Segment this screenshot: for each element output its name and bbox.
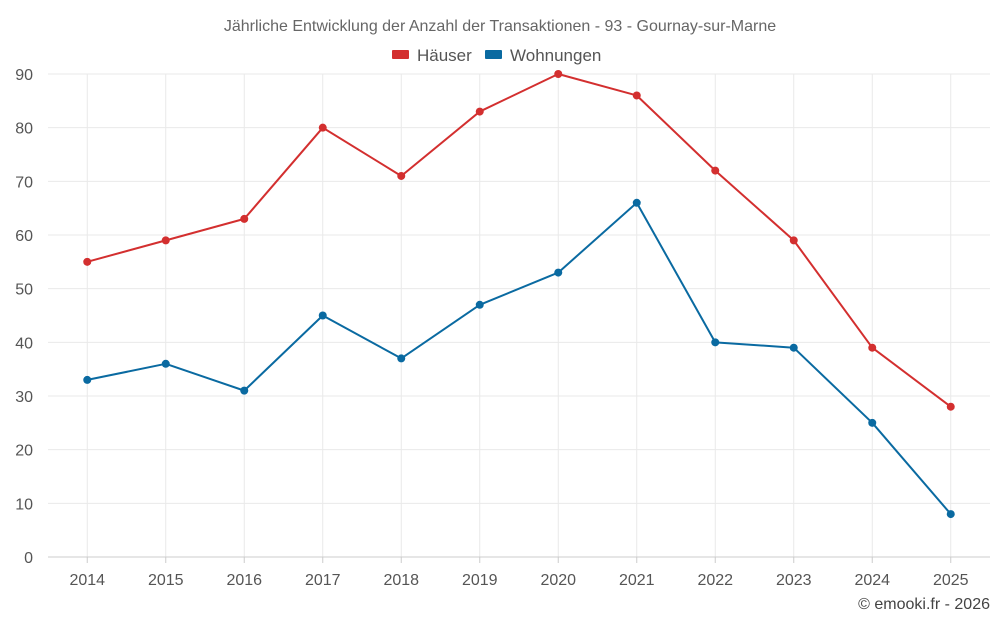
y-tick-label: 20 <box>15 443 33 460</box>
data-point-wohnungen[interactable] <box>475 300 484 309</box>
data-point-wohnungen[interactable] <box>946 510 955 519</box>
data-point-haeuser[interactable] <box>240 214 249 223</box>
data-point-haeuser[interactable] <box>318 123 327 132</box>
data-point-haeuser[interactable] <box>475 107 484 116</box>
data-point-wohnungen[interactable] <box>161 359 170 368</box>
data-point-wohnungen[interactable] <box>554 268 563 277</box>
x-tick-label: 2021 <box>619 572 655 589</box>
data-point-wohnungen[interactable] <box>789 343 798 352</box>
data-point-haeuser[interactable] <box>83 257 92 266</box>
credit-text: © emooki.fr - 2026 <box>858 596 990 613</box>
data-point-wohnungen[interactable] <box>711 338 720 347</box>
y-tick-label: 80 <box>15 121 33 138</box>
legend-label-haeuser[interactable]: Häuser <box>417 46 472 65</box>
x-tick-label: 2016 <box>226 572 262 589</box>
data-point-wohnungen[interactable] <box>240 386 249 395</box>
y-tick-label: 70 <box>15 174 33 191</box>
x-tick-label: 2025 <box>933 572 969 589</box>
data-point-haeuser[interactable] <box>632 91 641 100</box>
series-line-wohnungen <box>87 201 952 515</box>
data-point-haeuser[interactable] <box>554 70 563 78</box>
data-point-haeuser[interactable] <box>161 236 170 245</box>
data-point-haeuser[interactable] <box>789 236 798 245</box>
series-layer <box>83 70 955 519</box>
y-tick-label: 40 <box>15 335 33 352</box>
x-tick-label: 2023 <box>776 572 812 589</box>
series-line-haeuser <box>86 73 952 408</box>
x-tick-label: 2015 <box>148 572 184 589</box>
y-tick-label: 60 <box>15 228 33 245</box>
data-point-haeuser[interactable] <box>397 171 406 180</box>
legend-swatch-haeuser <box>392 50 409 59</box>
data-point-wohnungen[interactable] <box>83 375 92 384</box>
y-tick-label: 0 <box>24 550 33 567</box>
data-point-haeuser[interactable] <box>711 166 720 175</box>
legend-swatch-wohnungen <box>485 50 502 59</box>
data-point-wohnungen[interactable] <box>632 198 641 207</box>
data-point-wohnungen[interactable] <box>868 418 877 427</box>
y-tick-label: 90 <box>15 67 33 84</box>
x-tick-label: 2014 <box>69 572 105 589</box>
x-axis: 2014 2015 2016 2017 2018 2019 2020 2021 2022 2023… <box>48 556 990 589</box>
x-tick-label: 2018 <box>383 572 419 589</box>
chart-title: Jährliche Entwicklung der Anzahl der Tra… <box>224 18 776 35</box>
x-tick-label: 2022 <box>697 572 733 589</box>
data-point-wohnungen[interactable] <box>397 354 406 363</box>
data-point-wohnungen[interactable] <box>318 311 327 320</box>
x-tick-label: 2019 <box>462 572 498 589</box>
legend: Häuser Wohnungen <box>392 46 601 65</box>
y-tick-label: 10 <box>15 496 33 513</box>
legend-label-wohnungen[interactable]: Wohnungen <box>510 46 601 65</box>
x-tick-label: 2020 <box>540 572 576 589</box>
y-tick-label: 30 <box>15 389 33 406</box>
y-axis: 0 10 20 30 40 50 60 70 80 90 <box>15 67 33 567</box>
data-point-haeuser[interactable] <box>868 343 877 352</box>
y-tick-label: 50 <box>15 282 33 299</box>
data-point-haeuser[interactable] <box>946 402 955 411</box>
x-tick-label: 2017 <box>305 572 341 589</box>
x-tick-label: 2024 <box>854 572 890 589</box>
